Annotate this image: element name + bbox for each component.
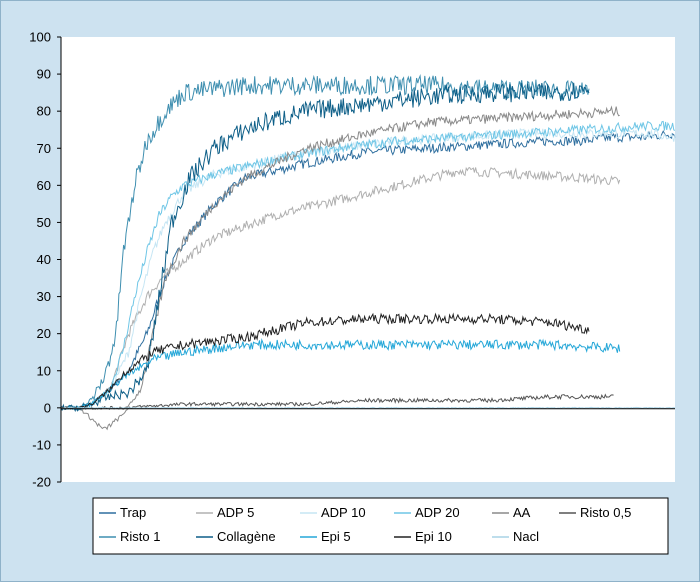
- series-line-risto-0-5: [60, 393, 614, 411]
- series-line-collag-ne: [60, 82, 590, 413]
- legend-label: ADP 20: [415, 505, 460, 520]
- y-tick-label: 10: [37, 363, 51, 378]
- legend-item-risto-0-5: Risto 0,5: [559, 505, 631, 520]
- y-tick-label: 20: [37, 326, 51, 341]
- legend-label: Risto 1: [120, 529, 160, 544]
- legend-item-nacl: Nacl: [492, 529, 539, 544]
- series-line-adp-20: [60, 120, 676, 410]
- y-tick-label: -20: [32, 475, 51, 490]
- legend-item-adp-10: ADP 10: [300, 505, 366, 520]
- series-line-nacl: [60, 406, 676, 409]
- series-line-adp-5: [60, 166, 621, 410]
- legend-item-epi-10: Epi 10: [394, 529, 452, 544]
- series-layer: [60, 74, 676, 431]
- legend-label: Nacl: [513, 529, 539, 544]
- legend-label: ADP 10: [321, 505, 366, 520]
- y-tick-label: 0: [44, 400, 51, 415]
- legend-label: Epi 10: [415, 529, 452, 544]
- series-line-epi-10: [60, 312, 590, 411]
- y-tick-label: 40: [37, 252, 51, 267]
- legend-label: Trap: [120, 505, 146, 520]
- y-tick-label: 100: [29, 30, 51, 45]
- legend: Trap ADP 5 ADP 10 ADP 20 AA Risto 0,5 Risto 1 C…: [99, 505, 631, 544]
- y-tick-label: -10: [32, 437, 51, 452]
- y-tick-label: 80: [37, 104, 51, 119]
- legend-label: Epi 5: [321, 529, 351, 544]
- legend-item-adp-5: ADP 5: [196, 505, 254, 520]
- legend-label: AA: [513, 505, 531, 520]
- y-tick-label: 30: [37, 289, 51, 304]
- legend-item-epi-5: Epi 5: [300, 529, 351, 544]
- legend-item-trap: Trap: [99, 505, 146, 520]
- y-tick-label: 70: [37, 141, 51, 156]
- legend-box: [92, 497, 669, 555]
- y-tick-label: 50: [37, 215, 51, 230]
- legend-label: ADP 5: [217, 505, 254, 520]
- y-tick-label: 90: [37, 67, 51, 82]
- plot-area: [61, 37, 675, 482]
- legend-item-aa: AA: [492, 505, 531, 520]
- legend-label: Collagène: [217, 529, 276, 544]
- legend-label: Risto 0,5: [580, 505, 631, 520]
- legend-item-adp-20: ADP 20: [394, 505, 460, 520]
- y-tick-label: 60: [37, 178, 51, 193]
- series-line-epi-5: [60, 338, 621, 410]
- legend-item-collag-ne: Collagène: [196, 529, 276, 544]
- legend-item-risto-1: Risto 1: [99, 529, 160, 544]
